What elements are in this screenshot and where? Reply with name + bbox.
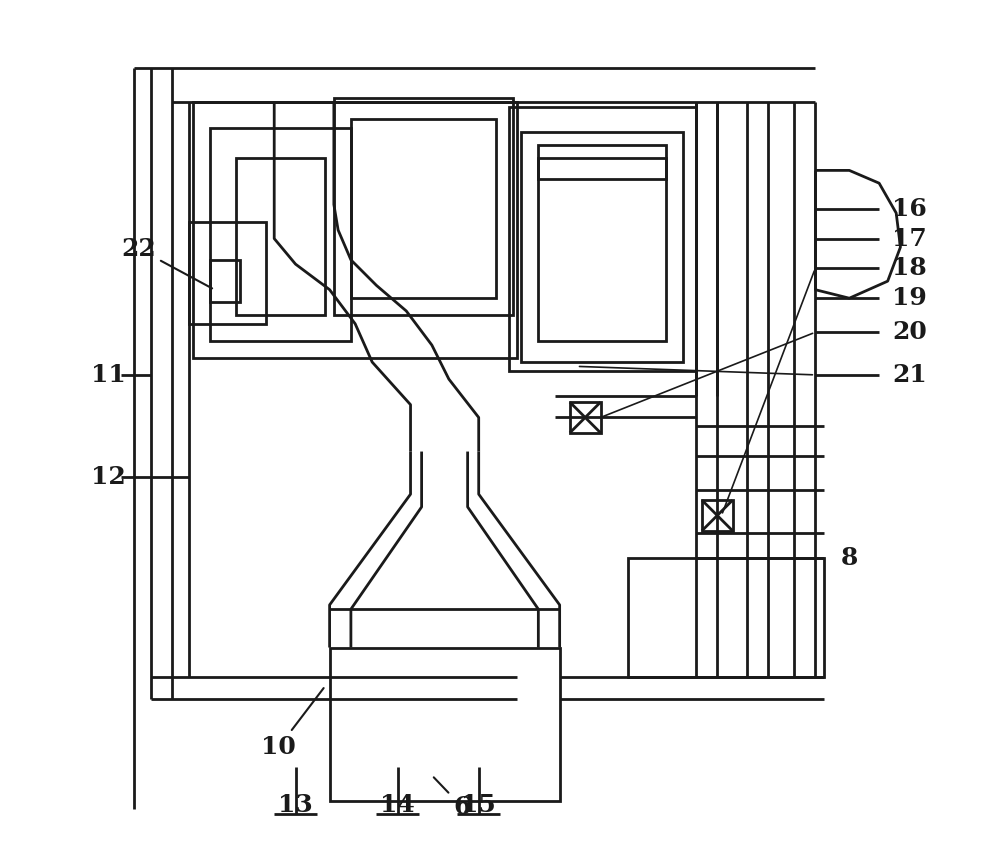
Text: 16: 16 [892,197,927,221]
Bar [521,132,683,362]
Text: 21: 21 [892,363,927,387]
Bar [210,128,351,341]
Text: 22: 22 [121,237,212,288]
Text: 14: 14 [380,793,415,817]
Bar [628,558,824,677]
Bar [189,222,266,324]
Text: 6: 6 [434,777,471,819]
Text: 19: 19 [892,286,927,310]
Bar [538,158,666,341]
Bar [351,119,496,298]
Text: 18: 18 [892,256,927,280]
Text: 13: 13 [278,793,313,817]
Text: 8: 8 [841,546,858,570]
Bar [193,102,517,358]
Text: 15: 15 [461,793,496,817]
Text: 10: 10 [261,688,324,759]
Bar [702,500,733,531]
Bar [570,402,601,433]
Bar [236,158,325,315]
Bar [334,98,513,315]
Bar [538,145,666,179]
Text: 17: 17 [892,227,927,250]
Bar [509,106,696,371]
Bar [330,648,560,801]
Text: 12: 12 [91,465,125,489]
Text: 11: 11 [91,363,125,387]
Bar [210,260,240,302]
Text: 20: 20 [892,320,927,344]
